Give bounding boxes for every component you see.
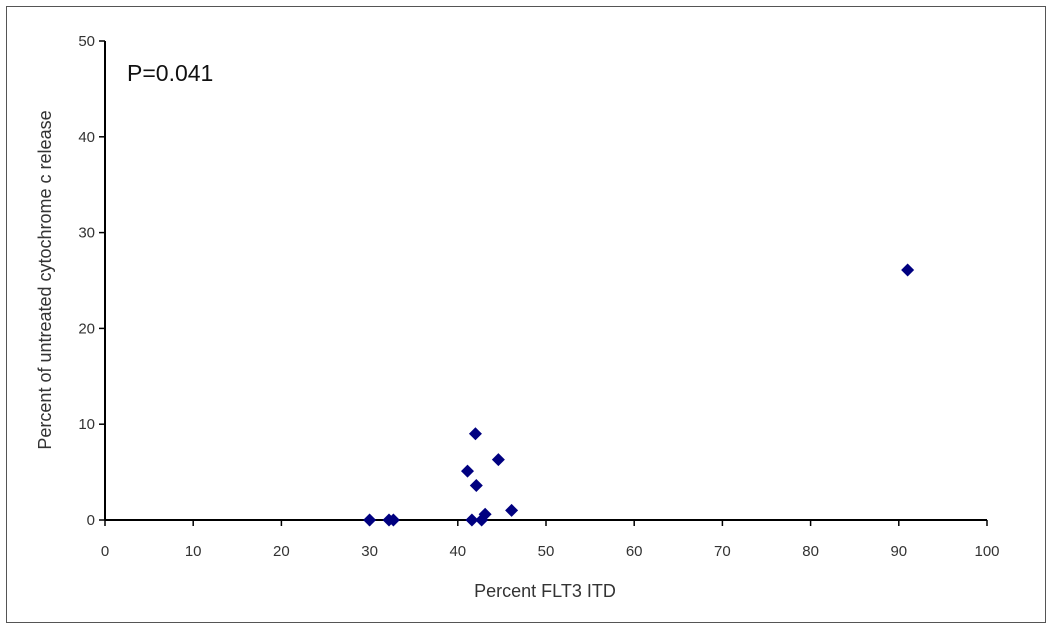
y-tick-label: 0 xyxy=(87,512,95,529)
x-axis-title: Percent FLT3 ITD xyxy=(474,581,616,601)
x-tick-label: 80 xyxy=(802,543,819,560)
p-value-annotation: P=0.041 xyxy=(127,60,213,86)
ticks: 0 10 20 30 40 50 60 70 80 90 100 0 10 20 30 40 50 xyxy=(78,33,999,560)
data-point xyxy=(491,453,505,467)
data-point xyxy=(505,503,519,517)
x-tick-label: 60 xyxy=(626,543,643,560)
y-tick-label: 30 xyxy=(78,225,95,242)
data-point xyxy=(363,513,377,527)
x-tick-label: 0 xyxy=(101,543,109,560)
data-point xyxy=(386,513,400,527)
x-tick-label: 10 xyxy=(185,543,202,560)
x-tick-label: 30 xyxy=(361,543,378,560)
x-tick-label: 50 xyxy=(538,543,555,560)
y-tick-label: 40 xyxy=(78,129,95,146)
data-point xyxy=(901,263,915,277)
x-tick-label: 70 xyxy=(714,543,731,560)
y-tick-label: 20 xyxy=(78,320,95,337)
data-point xyxy=(469,479,483,493)
y-tick-label: 50 xyxy=(78,33,95,50)
x-tick-label: 40 xyxy=(449,543,466,560)
axes xyxy=(104,41,987,521)
y-tick-label: 10 xyxy=(78,416,95,433)
x-tick-label: 90 xyxy=(890,543,907,560)
data-point xyxy=(468,427,482,441)
data-point xyxy=(465,513,479,527)
data-point xyxy=(478,507,492,521)
data-points xyxy=(363,263,915,527)
data-point xyxy=(461,464,475,478)
x-tick-label: 100 xyxy=(974,543,999,560)
y-axis-title: Percent of untreated cytochrome c releas… xyxy=(35,110,55,449)
x-tick-label: 20 xyxy=(273,543,290,560)
